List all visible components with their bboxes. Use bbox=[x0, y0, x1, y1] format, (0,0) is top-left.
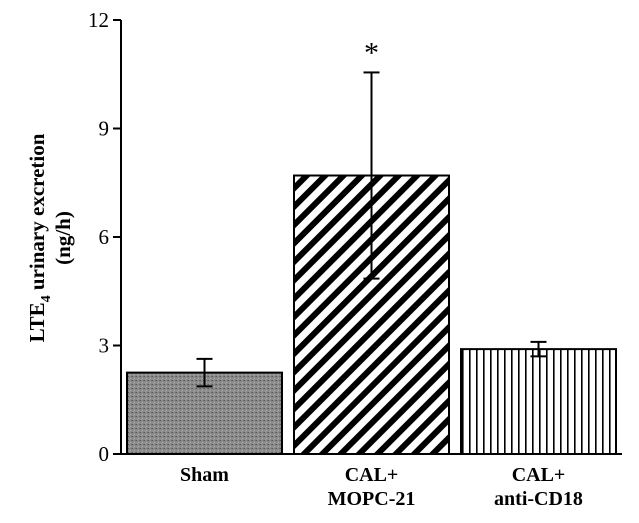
y-tick-label-4: 12 bbox=[88, 8, 109, 32]
x-tick-label-2-0: CAL+ bbox=[512, 464, 566, 486]
x-tick-label-1-0: CAL+ bbox=[345, 464, 399, 486]
x-tick-label-2-1: anti-CD18 bbox=[494, 488, 583, 510]
bar-2 bbox=[460, 348, 617, 455]
y-axis-title: LTE4 urinary excretion (ng/h) bbox=[25, 133, 75, 342]
x-tick-label-1-1: MOPC-21 bbox=[328, 488, 416, 510]
significance-marker-1: * bbox=[364, 36, 379, 69]
y-tick-label-2: 6 bbox=[99, 225, 110, 249]
y-axis-title-rest: urinary excretion bbox=[25, 133, 49, 295]
y-tick-label-3: 9 bbox=[99, 117, 110, 141]
svg-text:LTE4 urinary excretion: LTE4 urinary excretion bbox=[25, 133, 54, 342]
y-tick-label-1: 3 bbox=[99, 334, 110, 358]
y-axis-title-main: LTE bbox=[25, 302, 49, 342]
y-axis-title-subscript: 4 bbox=[39, 295, 54, 302]
x-tick-label-0-0: Sham bbox=[180, 464, 229, 486]
y-axis-title-unit: (ng/h) bbox=[51, 211, 75, 265]
y-tick-label-0: 0 bbox=[99, 442, 110, 466]
